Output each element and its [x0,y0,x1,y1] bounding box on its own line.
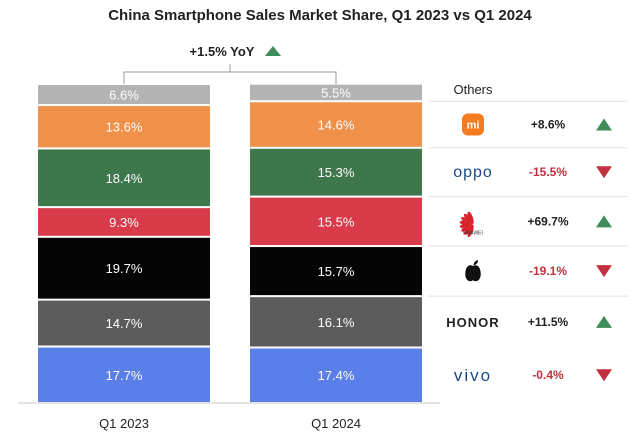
bar-segment-xiaomi-q1-2023 [38,106,210,148]
data-label-honor-q1-2023: 14.7% [106,316,143,331]
data-label-apple-q1-2023: 19.7% [106,261,143,276]
data-label-huawei-q1-2024: 15.5% [318,214,355,229]
down-arrow-icon-vivo [596,369,612,382]
bar-segment-oppo-q1-2024 [250,148,422,196]
yoy-bracket [123,71,337,84]
apple-logo-icon [465,260,481,282]
yoy-up-arrow-icon [265,46,281,56]
bar-segment-huawei-q1-2024 [250,197,422,246]
bar-segment-oppo-q1-2023 [38,149,210,207]
bar-segment-apple-q1-2023 [38,237,210,299]
data-label-vivo-q1-2023: 17.7% [106,368,143,383]
bar-segment-huawei-q1-2023 [38,208,210,236]
x-tick-label-q1-2024: Q1 2024 [311,416,361,431]
data-label-others-q1-2024: 5.5% [321,85,351,100]
data-label-xiaomi-q1-2023: 13.6% [106,120,143,135]
up-arrow-icon-xiaomi [596,118,612,131]
oppo-logo-icon: oppo [453,164,493,181]
bar-segment-vivo-q1-2024 [250,348,422,402]
data-label-huawei-q1-2023: 9.3% [109,215,139,230]
data-label-apple-q1-2024: 15.7% [318,264,355,279]
huawei-logo-icon [459,211,474,238]
bar-segment-others-q1-2023 [38,85,210,105]
down-arrow-icon-oppo [596,166,612,179]
bar-segment-honor-q1-2024 [250,297,422,347]
change-value-apple: -19.1% [529,264,567,278]
data-label-oppo-q1-2023: 18.4% [106,171,143,186]
bar-segment-xiaomi-q1-2024 [250,102,422,147]
bar-segment-apple-q1-2024 [250,247,422,296]
chart-title: China Smartphone Sales Market Share, Q1 … [108,7,532,24]
honor-logo-icon: HONOR [446,315,499,330]
brand-legend: vivo -0.4% HONOR +11.5% -19.1% HUAWEI +69.7% op… [428,82,628,385]
down-arrow-icon-apple [596,265,612,278]
data-label-vivo-q1-2024: 17.4% [318,368,355,383]
change-value-vivo: -0.4% [532,368,564,382]
huawei-logo-text: HUAWEI [463,230,483,236]
data-label-oppo-q1-2024: 15.3% [318,165,355,180]
bars-group: 17.7% 14.7% 19.7% 9.3% 18.4% 13.6% 6.6% Q1 2023… [18,44,440,431]
x-tick-label-q1-2023: Q1 2023 [99,416,149,431]
huawei-petal [467,211,474,224]
apple-body [465,265,481,282]
bar-segment-vivo-q1-2023 [38,347,210,402]
apple-leaf [473,260,478,266]
xiaomi-logo-text: mi [467,120,480,132]
yoy-total-label: +1.5% YoY [190,44,255,59]
change-value-honor: +11.5% [528,315,569,329]
bar-segment-honor-q1-2023 [38,300,210,346]
bar-segment-others-q1-2024 [250,84,422,101]
up-arrow-icon-honor [596,315,612,328]
xiaomi-logo-icon [462,113,484,136]
data-label-xiaomi-q1-2024: 14.6% [318,118,355,133]
change-value-huawei: +69.7% [527,214,568,228]
legend-label-others: Others [453,82,493,97]
change-value-oppo: -15.5% [529,165,567,179]
data-label-honor-q1-2024: 16.1% [318,315,355,330]
data-label-others-q1-2023: 6.6% [109,88,139,103]
up-arrow-icon-huawei [596,215,612,228]
vivo-logo-icon: vivo [454,366,492,385]
change-value-xiaomi: +8.6% [531,118,566,132]
